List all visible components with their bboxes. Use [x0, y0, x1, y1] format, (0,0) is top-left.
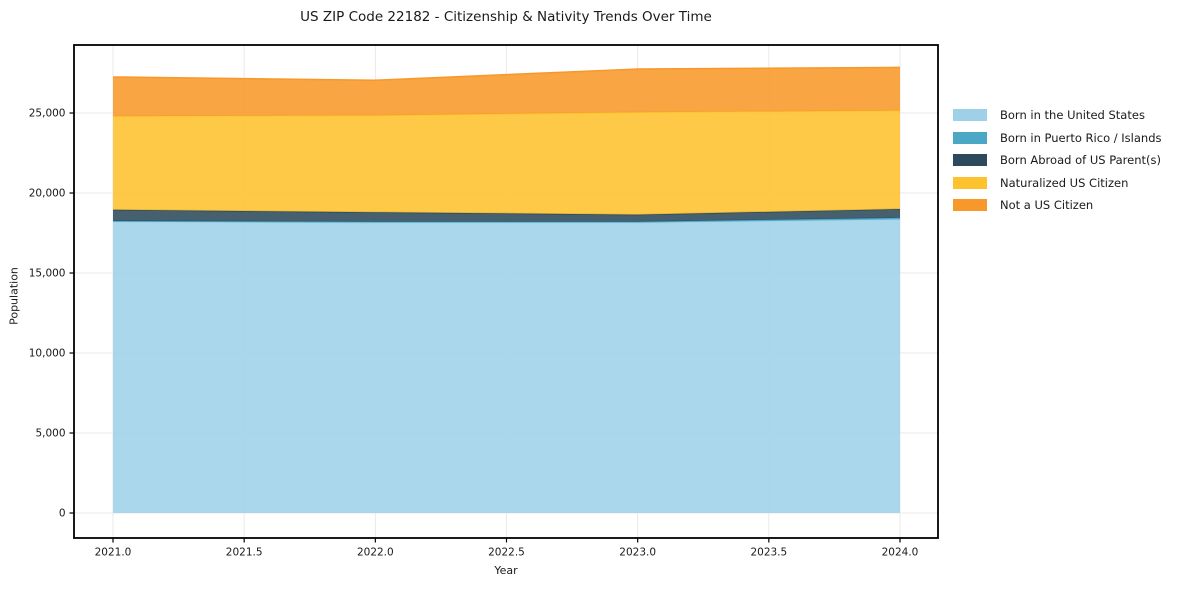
x-tick-label: 2024.0 — [882, 547, 919, 559]
legend-swatch — [953, 176, 987, 189]
chart-title: US ZIP Code 22182 - Citizenship & Nativi… — [300, 9, 712, 25]
x-tick-label: 2022.5 — [488, 547, 525, 559]
legend-item: Not a US Citizen — [953, 199, 1162, 211]
x-axis-label: Year — [494, 564, 518, 577]
area-series-3 — [113, 110, 900, 215]
legend-item: Naturalized US Citizen — [953, 175, 1162, 190]
y-tick-label: 25,000 — [29, 108, 66, 120]
y-tick-label: 0 — [59, 508, 66, 520]
legend-swatch — [953, 199, 987, 211]
x-tick-label: 2021.5 — [226, 547, 263, 559]
legend-label: Not a US Citizen — [1000, 198, 1094, 212]
x-tick-label: 2021.0 — [95, 547, 132, 559]
legend-item: Born in the United States — [953, 109, 1162, 121]
y-tick-label: 5,000 — [35, 428, 65, 440]
x-tick-label: 2023.0 — [619, 547, 656, 559]
y-tick-label: 15,000 — [29, 268, 66, 280]
legend-swatch — [953, 154, 987, 166]
legend: Born in the United States Born in Puerto … — [953, 109, 1162, 211]
y-tick-label: 10,000 — [29, 348, 66, 360]
axis-ticks: 2021.0 2021.5 2022.0 2022.5 2023.0 2023.5 2024… — [29, 108, 919, 559]
area-series-0 — [113, 219, 900, 513]
legend-swatch — [953, 109, 987, 121]
area-edge-4 — [112, 66, 901, 81]
stacked-areas — [112, 66, 901, 513]
y-tick-label: 20,000 — [29, 188, 66, 200]
legend-label: Born in the United States — [1000, 108, 1145, 122]
legend-swatch — [953, 131, 987, 144]
x-tick-label: 2023.5 — [750, 547, 787, 559]
legend-label: Naturalized US Citizen — [1000, 175, 1129, 190]
legend-label: Born Abroad of US Parent(s) — [1000, 153, 1161, 167]
x-tick-label: 2022.0 — [357, 547, 394, 559]
legend-item: Born Abroad of US Parent(s) — [953, 154, 1162, 166]
legend-item: Born in Puerto Rico / Islands — [953, 130, 1162, 145]
legend-label: Born in Puerto Rico / Islands — [1000, 130, 1162, 145]
